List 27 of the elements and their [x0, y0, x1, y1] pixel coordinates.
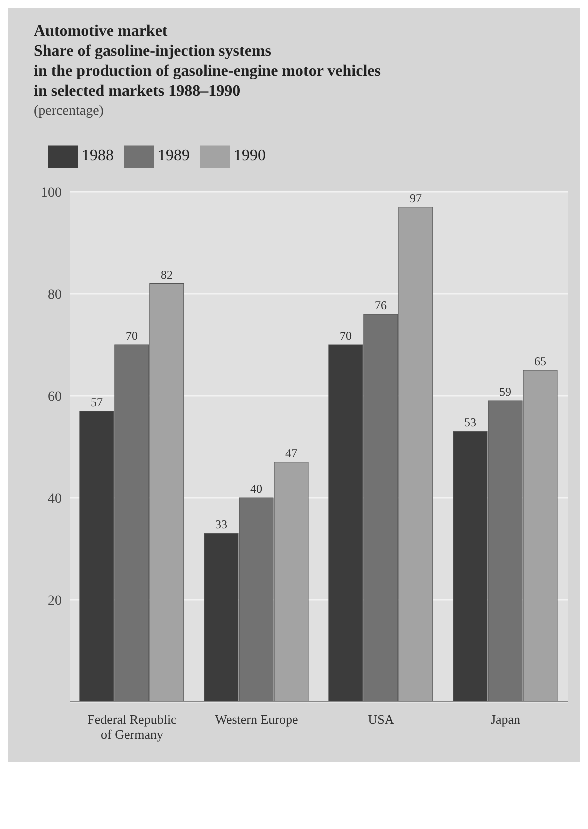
y-tick-label: 80 — [48, 288, 62, 303]
data-label: 65 — [534, 354, 546, 368]
data-label: 47 — [285, 446, 298, 460]
data-label: 53 — [464, 416, 476, 430]
data-label: 40 — [250, 482, 262, 496]
x-tick-label: USA — [368, 712, 395, 727]
x-tick-label: Western Europe — [215, 712, 299, 727]
data-label: 82 — [160, 268, 173, 282]
y-tick-label: 60 — [48, 390, 62, 405]
data-label: 33 — [215, 518, 228, 532]
data-label: 70 — [340, 329, 352, 343]
x-tick-label: Federal Republic of Germany — [88, 712, 178, 742]
y-axis-title: (percentage) — [33, 103, 105, 121]
data-label: 70 — [126, 329, 138, 343]
y-tick-label: 40 — [48, 492, 62, 507]
chart-subtitle: Share of gasoline-injection systems in the production of gasoline-engine motor vehicles in selected markets 1988–1990 — [33, 42, 382, 102]
legend-label: 1989 — [158, 148, 190, 165]
x-tick-label: Japan — [490, 712, 522, 727]
data-label: 57 — [90, 395, 103, 410]
data-label: 97 — [410, 191, 422, 206]
y-tick-label: 20 — [48, 594, 62, 609]
legend-label: 1988 — [82, 148, 114, 165]
data-label: 59 — [499, 385, 512, 400]
y-tick-label: 100 — [41, 186, 62, 201]
chart-title: Automotive market — [33, 22, 169, 42]
legend-label: 1990 — [234, 148, 266, 165]
data-label: 76 — [374, 298, 387, 312]
